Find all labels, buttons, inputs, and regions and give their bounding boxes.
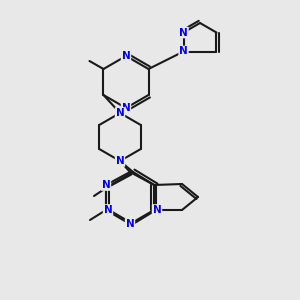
Text: N: N: [153, 205, 161, 215]
Text: N: N: [179, 28, 188, 38]
Text: N: N: [103, 205, 112, 215]
Text: N: N: [116, 108, 124, 118]
Text: N: N: [122, 103, 130, 113]
Text: N: N: [102, 180, 110, 190]
Text: N: N: [126, 219, 134, 229]
Text: N: N: [116, 156, 124, 166]
Text: N: N: [122, 51, 130, 61]
Text: N: N: [179, 46, 188, 56]
